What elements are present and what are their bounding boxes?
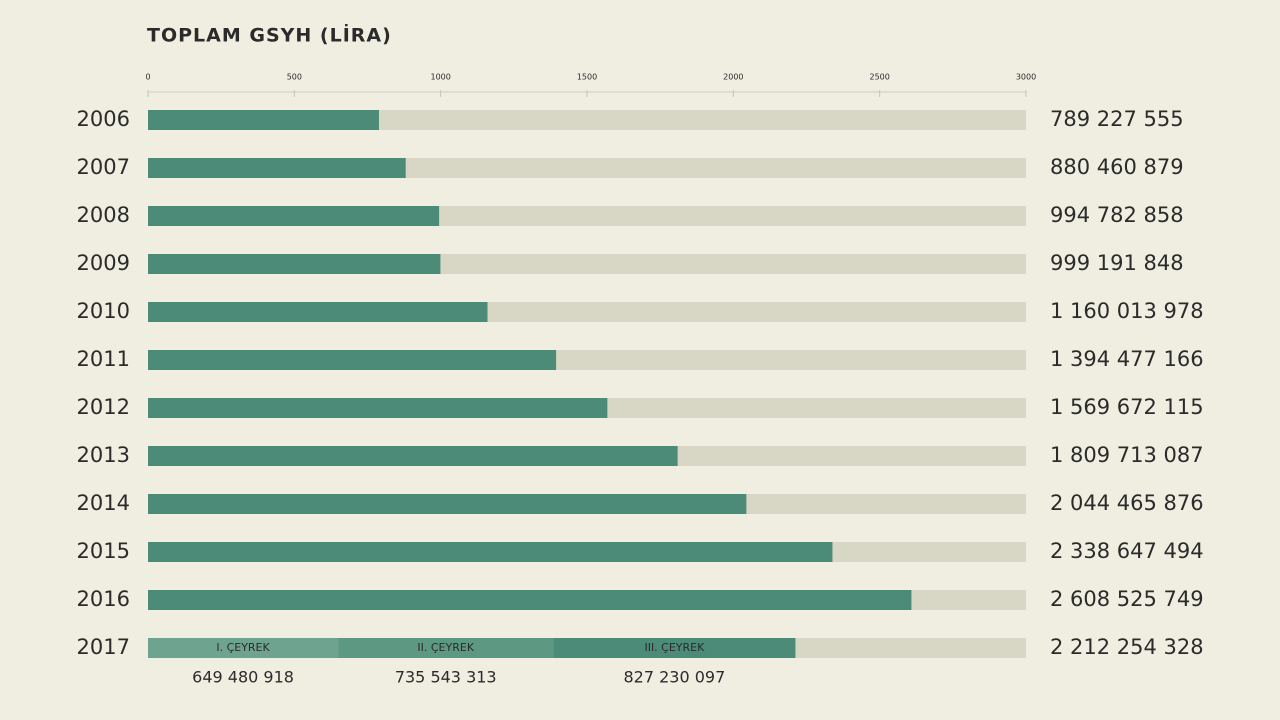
segment-value-label: 735 543 313 bbox=[395, 668, 497, 687]
value-label: 789 227 555 bbox=[1050, 107, 1184, 131]
x-tick-label: 1000 bbox=[430, 73, 450, 82]
value-label: 880 460 879 bbox=[1050, 155, 1184, 179]
y-tick-label: 2014 bbox=[77, 491, 130, 515]
segment-name: II. ÇEYREK bbox=[417, 641, 474, 654]
bar bbox=[148, 302, 488, 322]
bar bbox=[148, 638, 339, 658]
y-tick-label: 2016 bbox=[77, 587, 130, 611]
bar bbox=[148, 398, 608, 418]
value-label: 994 782 858 bbox=[1050, 203, 1184, 227]
value-label: 1 160 013 978 bbox=[1050, 299, 1204, 323]
x-tick-label: 2500 bbox=[869, 73, 889, 82]
bar bbox=[148, 590, 912, 610]
y-tick-label: 2010 bbox=[77, 299, 130, 323]
bar bbox=[148, 446, 678, 466]
value-label: 999 191 848 bbox=[1050, 251, 1184, 275]
y-tick-label: 2006 bbox=[77, 107, 130, 131]
segment-value-label: 827 230 097 bbox=[624, 668, 726, 687]
y-tick-label: 2013 bbox=[77, 443, 130, 467]
bar bbox=[148, 350, 557, 370]
segment-name: I. ÇEYREK bbox=[216, 641, 270, 654]
value-label: 2 044 465 876 bbox=[1050, 491, 1204, 515]
value-label: 1 569 672 115 bbox=[1050, 395, 1204, 419]
x-tick-label: 2000 bbox=[723, 73, 743, 82]
bar bbox=[148, 542, 833, 562]
x-tick-label: 0 bbox=[145, 73, 150, 82]
segment-value-label: 649 480 918 bbox=[192, 668, 294, 687]
value-label: 2 608 525 749 bbox=[1050, 587, 1204, 611]
y-tick-label: 2015 bbox=[77, 539, 130, 563]
bar bbox=[338, 638, 554, 658]
x-tick-label: 3000 bbox=[1016, 73, 1036, 82]
y-tick-label: 2017 bbox=[77, 635, 130, 659]
bar bbox=[148, 110, 379, 130]
y-tick-label: 2008 bbox=[77, 203, 130, 227]
x-tick-label: 1500 bbox=[577, 73, 597, 82]
y-tick-label: 2009 bbox=[77, 251, 130, 275]
y-tick-label: 2011 bbox=[77, 347, 130, 371]
segment-name: III. ÇEYREK bbox=[644, 641, 705, 654]
y-tick-label: 2007 bbox=[77, 155, 130, 179]
bar bbox=[148, 494, 747, 514]
value-label: 2 338 647 494 bbox=[1050, 539, 1204, 563]
bar bbox=[553, 638, 796, 658]
y-tick-label: 2012 bbox=[77, 395, 130, 419]
chart-title: TOPLAM GSYH (LİRA) bbox=[147, 23, 392, 47]
total-label: 2 212 254 328 bbox=[1050, 635, 1204, 659]
bar bbox=[148, 254, 441, 274]
bar bbox=[148, 158, 406, 178]
x-tick-label: 500 bbox=[287, 73, 302, 82]
bar bbox=[148, 206, 440, 226]
value-label: 1 809 713 087 bbox=[1050, 443, 1204, 467]
value-label: 1 394 477 166 bbox=[1050, 347, 1204, 371]
